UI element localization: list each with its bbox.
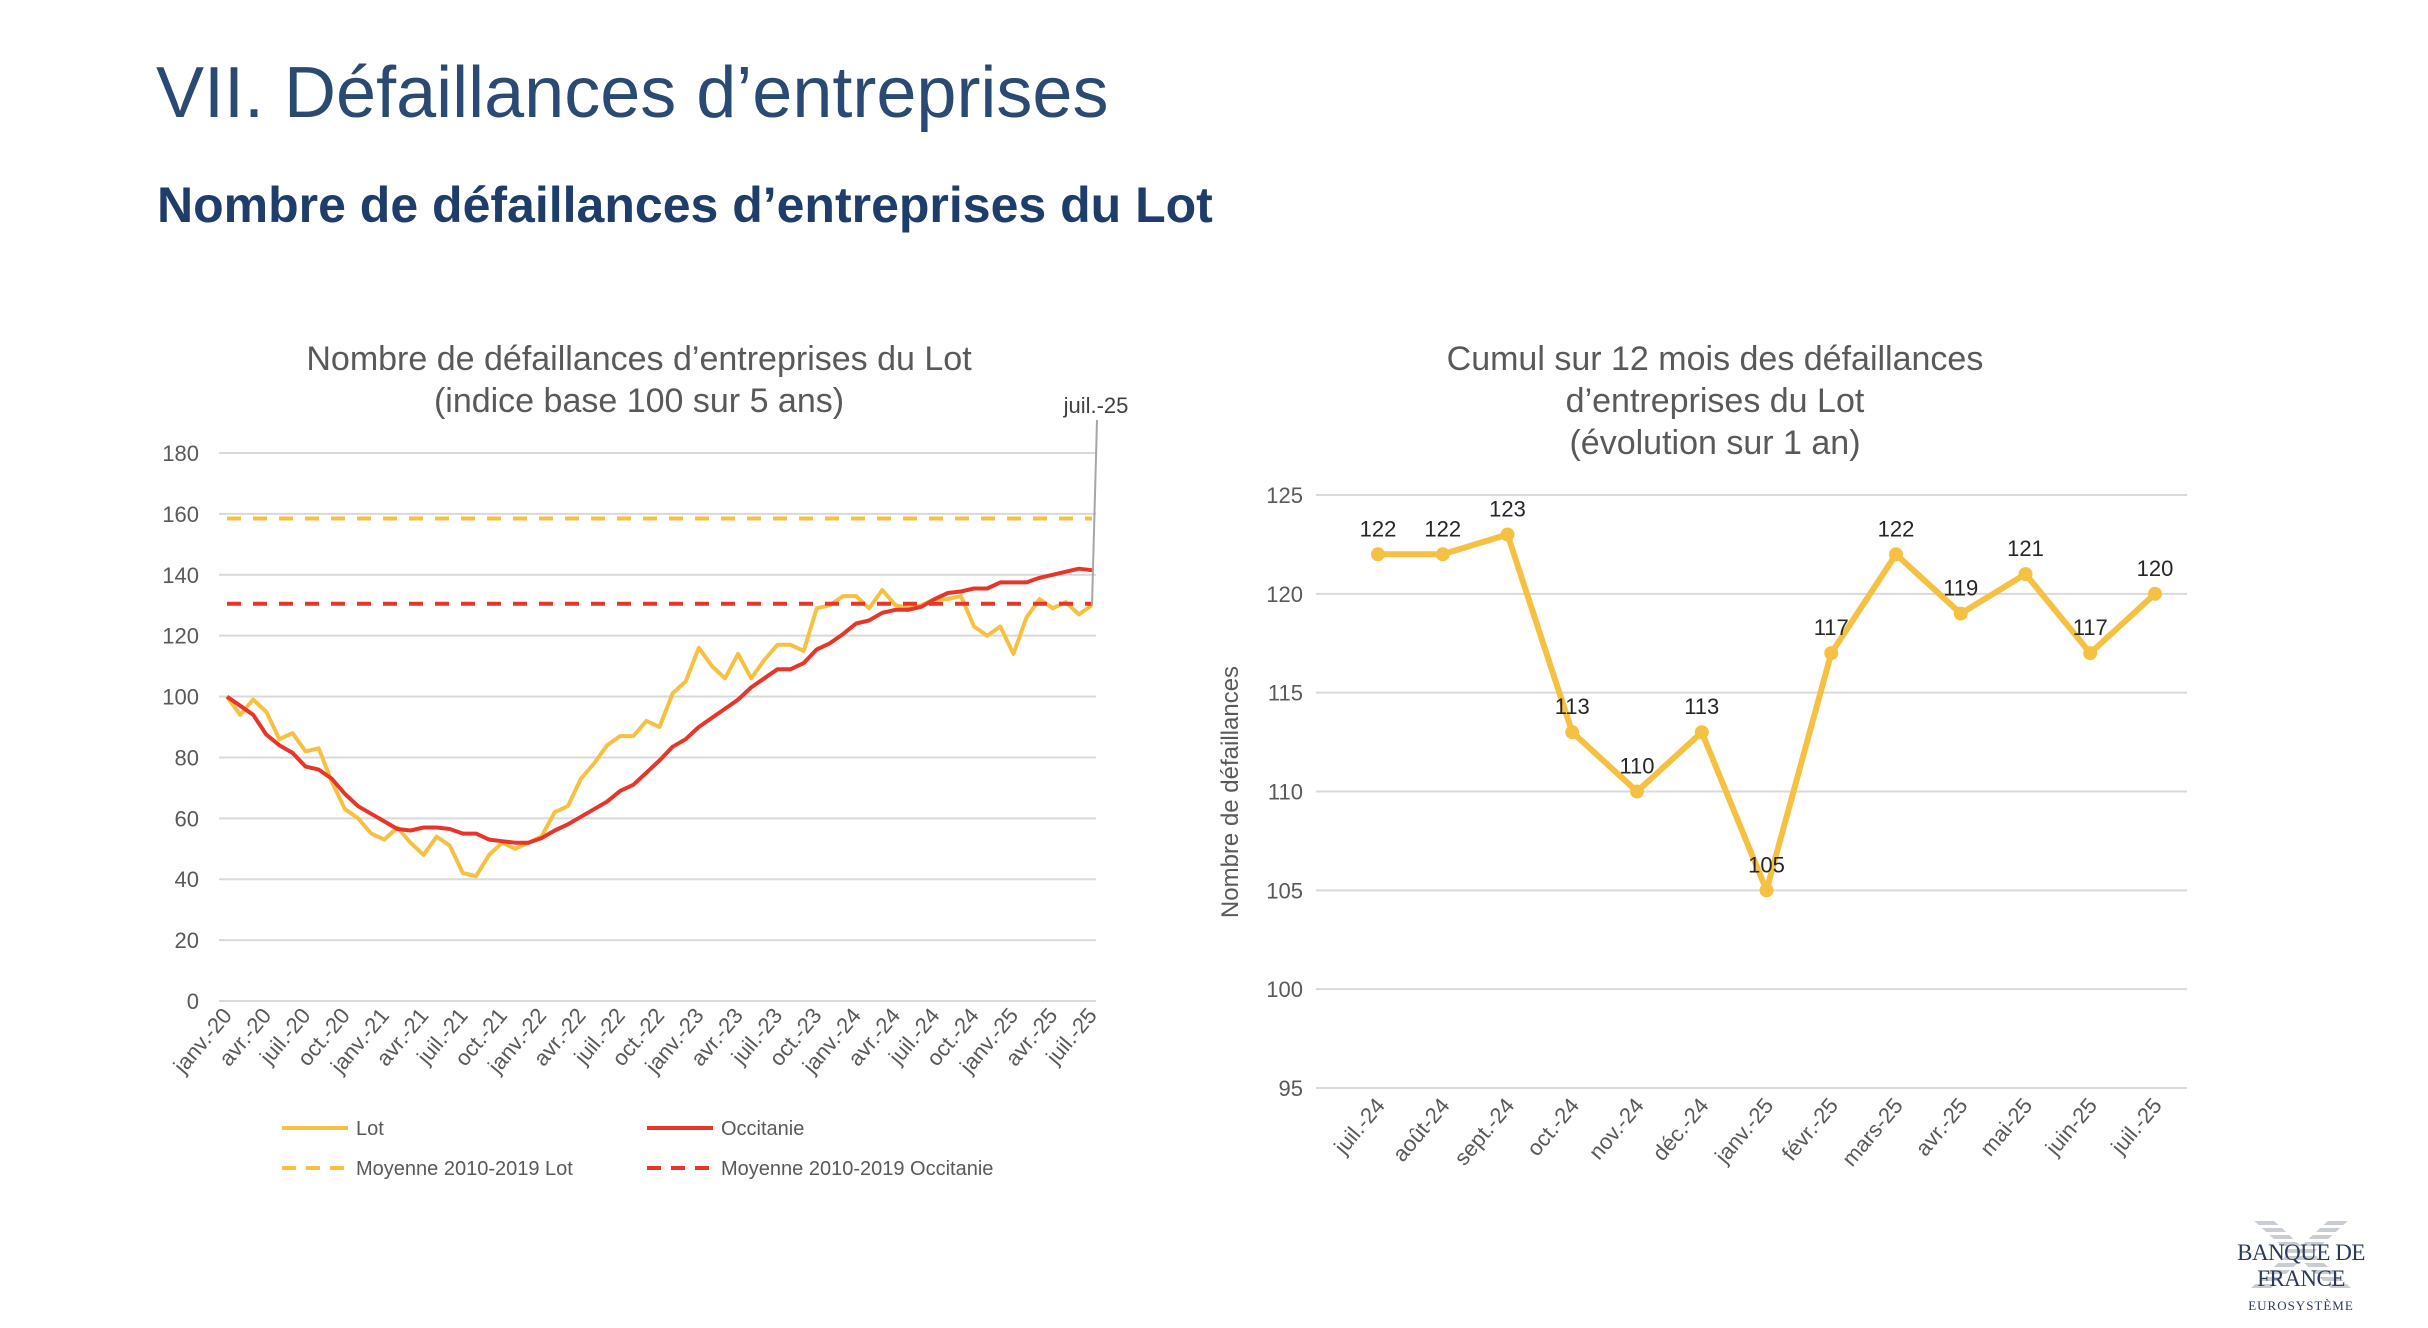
chart-title: Nombre de défaillances d’entreprises du … xyxy=(306,340,972,378)
y-tick-label: 100 xyxy=(1266,977,1303,1002)
logo-tagline: EUROSYSTÈME xyxy=(2248,1298,2354,1313)
legend-label: Moyenne 2010-2019 Lot xyxy=(356,1158,573,1180)
data-point xyxy=(2083,646,2098,661)
chart-title: (évolution sur 1 an) xyxy=(1569,424,1860,462)
data-label: 117 xyxy=(2073,615,2108,640)
y-tick-label: 180 xyxy=(162,441,199,466)
series-line-lot xyxy=(225,588,1094,879)
data-point xyxy=(1630,784,1644,799)
data-point xyxy=(2018,567,2033,582)
y-tick-label: 105 xyxy=(1266,878,1303,903)
y-tick-label: 95 xyxy=(1279,1076,1303,1101)
x-tick-label: août-24 xyxy=(1387,1093,1454,1166)
legend-label: Occitanie xyxy=(721,1118,804,1140)
data-label: 120 xyxy=(2137,556,2174,581)
x-tick-label: nov.-24 xyxy=(1584,1093,1649,1164)
data-label: 117 xyxy=(1814,615,1849,640)
y-tick-label: 125 xyxy=(1266,483,1303,508)
data-label: 122 xyxy=(1878,516,1915,541)
y-axis-label: Nombre de défaillances xyxy=(1217,666,1244,918)
x-tick-label: juin-25 xyxy=(2040,1093,2102,1160)
x-tick-label: juil.-25 xyxy=(2105,1093,2166,1159)
data-label: 113 xyxy=(1684,694,1719,719)
data-point xyxy=(1759,883,1774,898)
banque-de-france-logo: BANQUE DE FRANCE EUROSYSTÈME xyxy=(2196,1218,2406,1318)
logo-name: BANQUE DE FRANCE xyxy=(2237,1240,2365,1291)
y-tick-label: 20 xyxy=(175,928,199,953)
data-point xyxy=(1371,547,1385,562)
y-tick-label: 40 xyxy=(175,867,199,892)
callout-leader-line xyxy=(1091,419,1098,606)
data-label: 122 xyxy=(1360,516,1397,541)
x-tick-label: mars-25 xyxy=(1837,1093,1908,1171)
y-tick-label: 0 xyxy=(187,989,199,1014)
y-tick-label: 80 xyxy=(175,745,199,770)
x-tick-label: avr.-25 xyxy=(1910,1093,1972,1161)
x-tick-label: sept.-24 xyxy=(1449,1093,1519,1170)
x-tick-label: oct.-24 xyxy=(1522,1093,1584,1161)
series-line xyxy=(1378,531,2158,894)
chart-title: d’entreprises du Lot xyxy=(1566,382,1865,420)
legend-label: Lot xyxy=(356,1118,384,1140)
data-label: 119 xyxy=(1943,576,1978,601)
data-point xyxy=(2148,586,2162,601)
data-point xyxy=(1824,646,1839,661)
y-tick-label: 100 xyxy=(162,685,199,710)
series-line-occitanie xyxy=(225,566,1093,845)
x-tick-label: févr.-25 xyxy=(1777,1093,1843,1165)
data-label: 105 xyxy=(1748,852,1785,877)
page-title: VII. Défaillances d’entreprises xyxy=(156,53,1109,133)
data-point xyxy=(1435,547,1450,562)
data-label: 122 xyxy=(1424,516,1461,541)
callout-label: juil.-25 xyxy=(1063,393,1129,418)
data-point xyxy=(1500,527,1515,542)
x-tick-label: juil.-24 xyxy=(1328,1093,1389,1159)
y-tick-label: 120 xyxy=(1266,582,1303,607)
data-label: 121 xyxy=(2007,536,2044,561)
y-tick-label: 140 xyxy=(162,563,199,588)
x-tick-label: janv.-25 xyxy=(1709,1093,1778,1169)
data-point xyxy=(1694,725,1709,740)
legend-label: Moyenne 2010-2019 Occitanie xyxy=(721,1158,993,1180)
chart-title: Cumul sur 12 mois des défaillances xyxy=(1447,340,1984,378)
chart-lot-index: Nombre de défaillances d’entreprises du … xyxy=(162,340,1129,1180)
data-label: 113 xyxy=(1555,694,1590,719)
data-point xyxy=(1953,606,1968,621)
x-tick-label: mai-25 xyxy=(1975,1093,2037,1161)
y-tick-label: 110 xyxy=(1268,780,1303,805)
x-tick-label: déc.-24 xyxy=(1647,1093,1713,1165)
chart-title: (indice base 100 sur 5 ans) xyxy=(434,382,844,420)
data-label: 110 xyxy=(1619,754,1654,779)
data-point xyxy=(1889,547,1903,562)
y-tick-label: 60 xyxy=(175,806,199,831)
data-point xyxy=(1565,725,1580,740)
data-label: 123 xyxy=(1489,497,1526,522)
y-tick-label: 160 xyxy=(162,502,199,527)
y-tick-label: 115 xyxy=(1268,681,1303,706)
page-subtitle: Nombre de défaillances d’entreprises du … xyxy=(157,177,1213,233)
y-tick-label: 120 xyxy=(162,624,199,649)
